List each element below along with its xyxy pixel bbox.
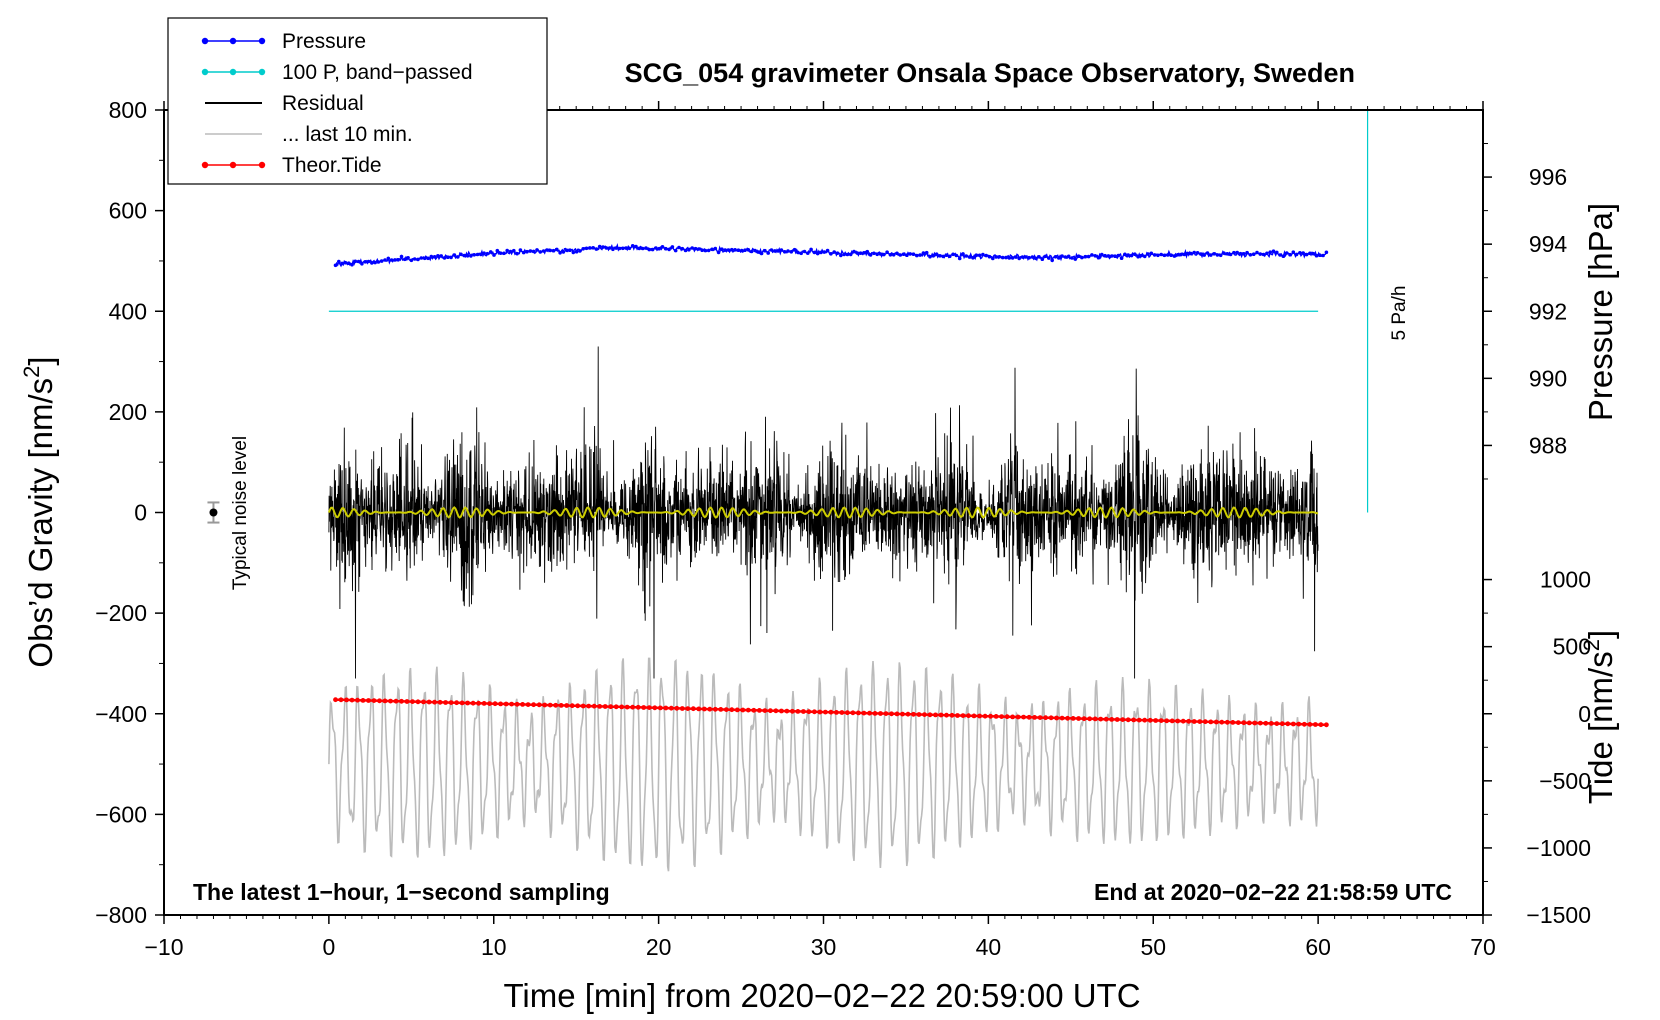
legend-box (167, 17, 548, 185)
noise-level-label: Typical noise level (230, 436, 251, 590)
legend-swatch-marker (229, 37, 237, 45)
noise-marker (209, 508, 218, 517)
y-tick-label: 0 (134, 500, 147, 526)
legend-swatch-marker (201, 68, 209, 76)
legend-swatch-marker (258, 161, 266, 169)
chart-title: SCG_054 gravimeter Onsala Space Observat… (625, 58, 1355, 88)
legend-swatch-marker (201, 161, 209, 169)
tide-axis-label-sup: 2 (1579, 639, 1604, 651)
pressure-tick-label: 992 (1529, 298, 1567, 324)
y-axis-label-sup: 2 (19, 366, 44, 378)
axes-layer: −10 0 10 20 30 40 50 60 70 −800 −600 −400 −200 0 200 40… (95, 97, 1591, 960)
legend-label: Pressure (282, 30, 366, 53)
y-tick-label: −600 (95, 801, 147, 827)
theoretical-tide-line (335, 698, 1327, 727)
tide-tick-label: 0 (1578, 701, 1591, 727)
pressure-axis-label: Pressure [hPa] (1582, 203, 1619, 421)
plot-layer (207, 110, 1369, 872)
pressure-tick-label: 994 (1529, 231, 1568, 257)
legend-label: Residual (282, 92, 364, 115)
tide-axis-label-main: Tide [nm/s (1582, 651, 1619, 804)
x-tick-label: −10 (144, 934, 183, 960)
y-tick-label: −800 (95, 902, 147, 928)
x-tick-label: 30 (811, 934, 837, 960)
y-tick-label: −400 (95, 701, 147, 727)
pressure-tick-label: 996 (1529, 164, 1567, 190)
legend-swatch-marker (258, 37, 266, 45)
tide-tick-label: −1500 (1526, 902, 1591, 928)
x-tick-label: 50 (1140, 934, 1166, 960)
x-tick-label: 60 (1305, 934, 1331, 960)
y-tick-label: 800 (109, 97, 147, 123)
x-tick-label: 40 (976, 934, 1002, 960)
x-tick-label: 70 (1470, 934, 1496, 960)
y-tick-label: −200 (95, 600, 147, 626)
legend-entries: Pressure 100 P, band−passed Residual ... la… (201, 30, 473, 177)
last-10-min-line (328, 657, 1319, 872)
legend-swatch-marker (229, 68, 237, 76)
x-tick-label: 0 (322, 934, 335, 960)
tide-tick-label: −500 (1539, 768, 1591, 794)
pressure-tick-label: 988 (1529, 432, 1567, 458)
y-tick-label: 600 (109, 198, 147, 224)
residual-line (328, 346, 1319, 679)
sampling-note: The latest 1−hour, 1−second sampling (193, 879, 610, 905)
y-axis-label-main: Obs’d Gravity [nm/s (22, 378, 59, 668)
end-time-note: End at 2020−02−22 21:58:59 UTC (1094, 879, 1452, 905)
tide-tick-label: −1000 (1526, 835, 1591, 861)
legend-swatch-marker (229, 161, 237, 169)
legend-swatch-marker (258, 68, 266, 76)
legend-swatch-marker (201, 37, 209, 45)
y-axis-label: Obs’d Gravity [nm/s2] (19, 356, 59, 667)
y-tick-label: 200 (109, 399, 147, 425)
pressure-line (334, 242, 1328, 268)
tide-axis-label: Tide [nm/s2] (1579, 630, 1619, 804)
legend-label: ... last 10 min. (282, 123, 413, 146)
legend-label: Theor.Tide (282, 154, 382, 177)
rate-label: 5 Pa/h (1389, 286, 1410, 341)
tide-tick-label: 500 (1553, 634, 1591, 660)
pressure-tick-label: 990 (1529, 365, 1567, 391)
x-tick-label: 10 (481, 934, 507, 960)
filtered-residual-line (327, 506, 1319, 519)
legend-label: 100 P, band−passed (282, 61, 473, 84)
tide-axis-label-close: ] (1582, 630, 1619, 639)
tide-tick-label: 1000 (1540, 567, 1591, 593)
x-tick-label: 20 (646, 934, 672, 960)
y-tick-label: 400 (109, 298, 147, 324)
x-axis-label: Time [min] from 2020−02−22 20:59:00 UTC (503, 977, 1140, 1014)
legend: Pressure 100 P, band−passed Residual ... la… (167, 17, 548, 185)
y-axis-label-close: ] (22, 356, 59, 365)
